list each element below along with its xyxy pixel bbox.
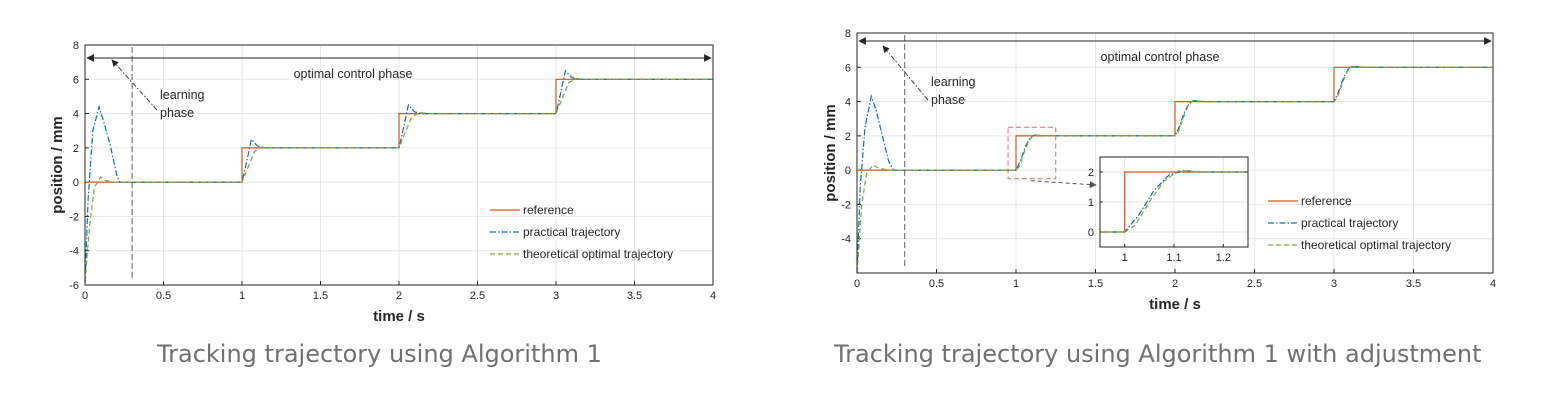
y-tick-label: 0 [845, 165, 851, 177]
x-tick-label: 0.5 [929, 278, 944, 290]
y-tick-label: 2 [845, 131, 851, 143]
chart-right: 0 0.5 1 1.5 2 2.5 3 3.5 4 -4 -2 0 2 4 6 8 time / s positi… [822, 28, 1496, 313]
y-tick-label: 8 [73, 40, 79, 52]
x-tick-label: 3 [1331, 278, 1337, 290]
x-tick-label: 0.5 [156, 290, 171, 302]
y-tick-label: -2 [69, 211, 79, 223]
x-axis-label: time / s [1149, 296, 1201, 313]
legend-label-practical-trajectory: practical trajectory [523, 225, 620, 239]
legend-label-reference: reference [523, 203, 574, 217]
inset-series-line-theoretical-optimal-trajectory [1100, 169, 1248, 233]
series-line-reference [857, 66, 1493, 171]
y-tick-label: -2 [841, 199, 851, 211]
y-axis-label: position / mm [49, 116, 66, 214]
inset-frame [1099, 156, 1249, 248]
series-line-reference [85, 78, 713, 183]
inset-y-tick-label: 0 [1088, 227, 1094, 239]
y-tick-label: -4 [69, 246, 79, 258]
x-tick-label: 3.5 [1406, 278, 1421, 290]
y-tick-label: 8 [845, 28, 851, 40]
x-tick-label: 1 [239, 290, 245, 302]
x-tick-label: 1.5 [1088, 278, 1103, 290]
inset-x-tick-label: 1.2 [1216, 252, 1231, 264]
x-axis-label: time / s [373, 308, 425, 325]
series-line-practical-trajectory [84, 69, 713, 282]
phase-label: phase [931, 93, 965, 107]
learning-pointer-arrow [111, 59, 158, 111]
y-tick-label: 4 [73, 109, 79, 121]
inset-x-tick-label: 1 [1122, 252, 1128, 264]
x-tick-label: 3 [553, 290, 559, 302]
optimal-control-phase-label: optimal control phase [1101, 50, 1220, 64]
inset-x-tick-label: 1.1 [1166, 252, 1181, 264]
series-line-theoretical-optimal-trajectory [856, 65, 1493, 274]
zoom-region-box [1007, 126, 1057, 180]
y-tick-label: -4 [841, 234, 851, 246]
y-tick-label: 2 [73, 143, 79, 155]
plot-frame [84, 44, 714, 286]
inset-series-line-practical-trajectory [1100, 169, 1248, 233]
legend-label-theoretical-optimal-trajectory: theoretical optimal trajectory [1301, 238, 1451, 252]
caption-left: Tracking trajectory using Algorithm 1 [157, 340, 602, 368]
zoom-pointer-arrow [1030, 180, 1097, 189]
y-tick-label: 0 [73, 177, 79, 189]
inset-y-tick-label: 1 [1088, 197, 1094, 209]
inset-y-tick-label: 2 [1088, 167, 1094, 179]
optimal-control-phase-label: optimal control phase [294, 67, 413, 81]
learning-label: learning [160, 88, 205, 102]
y-tick-label: 6 [73, 74, 79, 86]
phase-label: phase [160, 106, 194, 120]
learning-label: learning [931, 75, 976, 89]
y-tick-label: 4 [845, 97, 851, 109]
learning-pointer-arrow [882, 45, 929, 101]
x-tick-label: 2 [396, 290, 402, 302]
x-tick-label: 1 [1013, 278, 1019, 290]
x-tick-label: 4 [1490, 278, 1496, 290]
legend-label-theoretical-optimal-trajectory: theoretical optimal trajectory [523, 247, 673, 261]
x-tick-label: 2.5 [470, 290, 485, 302]
x-tick-label: 2.5 [1247, 278, 1262, 290]
x-tick-label: 4 [710, 290, 716, 302]
y-tick-label: 6 [845, 62, 851, 74]
caption-right: Tracking trajectory using Algorithm 1 wi… [834, 340, 1482, 368]
x-tick-label: 3.5 [627, 290, 642, 302]
chart-left: 0 0.5 1 1.5 2 2.5 3 3.5 4 -6 -4 -2 0 2 4 6 8 time / s posi… [49, 40, 716, 325]
legend-label-reference: reference [1301, 194, 1352, 208]
legend-label-practical-trajectory: practical trajectory [1301, 216, 1398, 230]
x-tick-label: 2 [1172, 278, 1178, 290]
y-axis-label: position / mm [822, 104, 839, 202]
y-tick-label: -6 [69, 280, 79, 292]
x-tick-label: 0 [854, 278, 860, 290]
x-tick-label: 1.5 [313, 290, 328, 302]
plot-frame [856, 32, 1494, 274]
series-line-theoretical-optimal-trajectory [84, 77, 713, 282]
x-tick-label: 0 [82, 290, 88, 302]
